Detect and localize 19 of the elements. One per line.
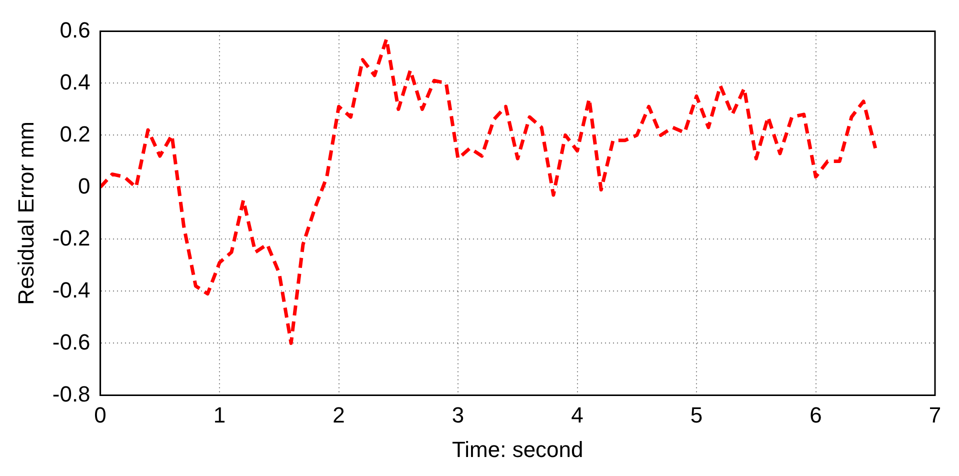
y-tick-label: -0.6 [52,329,90,354]
line-series [100,37,878,345]
y-tick-label: -0.4 [52,277,90,302]
y-tick-label: 0.4 [60,69,90,94]
x-tick-label: 3 [452,402,464,428]
y-tick-label: 0 [78,173,90,198]
y-tick-label: -0.2 [52,225,90,250]
x-tick-label: 4 [571,402,584,428]
x-tick-label: 0 [94,402,106,428]
y-axis-title: Residual Error mm [13,122,38,305]
x-tick-label: 2 [332,402,345,428]
y-tick-label: -0.8 [52,381,90,406]
x-tick-label: 1 [213,402,226,428]
x-tick-label: 5 [690,402,703,428]
x-tick-label: 7 [928,402,942,428]
x-tick-label: 6 [810,402,822,428]
x-axis-title: Time: second [452,436,584,462]
y-tick-label: 0.2 [60,121,90,146]
y-tick-label: 0.6 [60,17,90,42]
